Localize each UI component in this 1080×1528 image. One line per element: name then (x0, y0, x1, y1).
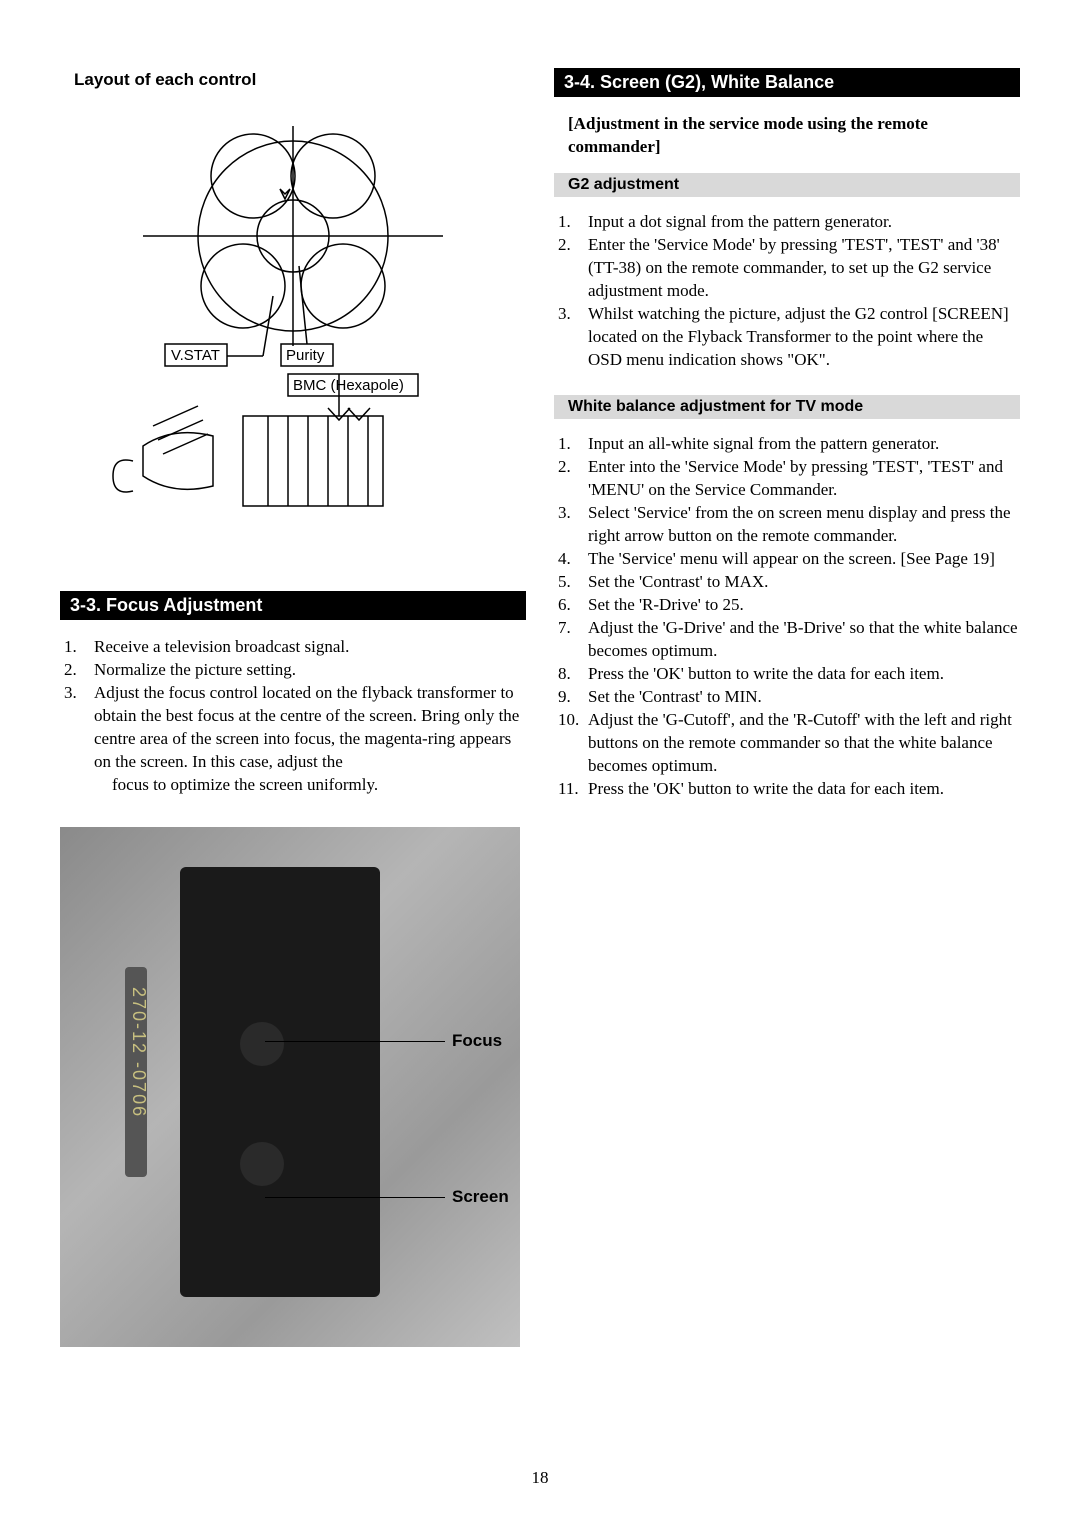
wb-step: 4.The 'Service' menu will appear on the … (554, 548, 1020, 571)
section-3-3-heading: 3-3. Focus Adjustment (60, 591, 526, 620)
g2-step: 1.Input a dot signal from the pattern ge… (554, 211, 1020, 234)
flyback-photo: 270-12 -0706 Focus Screen (60, 827, 520, 1347)
g2-adjustment-heading: G2 adjustment (554, 173, 1020, 197)
crt-yoke-diagram: V.STAT Purity BMC (Hexapole) (103, 116, 483, 541)
wb-step: 8.Press the 'OK' button to write the dat… (554, 663, 1020, 686)
photo-label-focus: Focus (452, 1031, 502, 1051)
focus-adjustment-steps: 1.Receive a television broadcast signal.… (60, 636, 526, 797)
focus-step: 3.Adjust the focus control located on th… (60, 682, 526, 797)
page-number: 18 (0, 1468, 1080, 1488)
g2-step: 2.Enter the 'Service Mode' by pressing '… (554, 234, 1020, 303)
photo-device (180, 867, 380, 1297)
photo-vertical-text: 270-12 -0706 (135, 987, 149, 1167)
wb-step: 5.Set the 'Contrast' to MAX. (554, 571, 1020, 594)
wb-step: 1.Input an all-white signal from the pat… (554, 433, 1020, 456)
left-column: Layout of each control (60, 68, 526, 1347)
wb-step: 7.Adjust the 'G-Drive' and the 'B-Drive'… (554, 617, 1020, 663)
two-column-layout: Layout of each control (60, 68, 1020, 1347)
white-balance-heading: White balance adjustment for TV mode (554, 395, 1020, 419)
wb-step: 10.Adjust the 'G-Cutoff', and the 'R-Cut… (554, 709, 1020, 778)
wb-step: 11.Press the 'OK' button to write the da… (554, 778, 1020, 801)
g2-steps: 1.Input a dot signal from the pattern ge… (554, 211, 1020, 372)
g2-step: 3.Whilst watching the picture, adjust th… (554, 303, 1020, 372)
wb-step: 3.Select 'Service' from the on screen me… (554, 502, 1020, 548)
focus-step: 1.Receive a television broadcast signal. (60, 636, 526, 659)
photo-label-screen: Screen (452, 1187, 509, 1207)
wb-step: 6.Set the 'R-Drive' to 25. (554, 594, 1020, 617)
focus-step: 2.Normalize the picture setting. (60, 659, 526, 682)
diagram-label-purity: Purity (286, 347, 325, 364)
wb-step: 2.Enter into the 'Service Mode' by press… (554, 456, 1020, 502)
service-mode-note: [Adjustment in the service mode using th… (554, 113, 1020, 159)
diagram-label-bmc: BMC (Hexapole) (293, 377, 404, 394)
lead-line-screen (265, 1197, 445, 1198)
layout-heading: Layout of each control (60, 68, 526, 96)
lead-line-focus (265, 1041, 445, 1042)
right-column: 3-4. Screen (G2), White Balance [Adjustm… (554, 68, 1020, 1347)
yoke-svg: V.STAT Purity BMC (Hexapole) (103, 116, 483, 536)
white-balance-steps: 1.Input an all-white signal from the pat… (554, 433, 1020, 800)
section-3-4-heading: 3-4. Screen (G2), White Balance (554, 68, 1020, 97)
wb-step: 9.Set the 'Contrast' to MIN. (554, 686, 1020, 709)
diagram-label-vstat: V.STAT (171, 347, 220, 364)
